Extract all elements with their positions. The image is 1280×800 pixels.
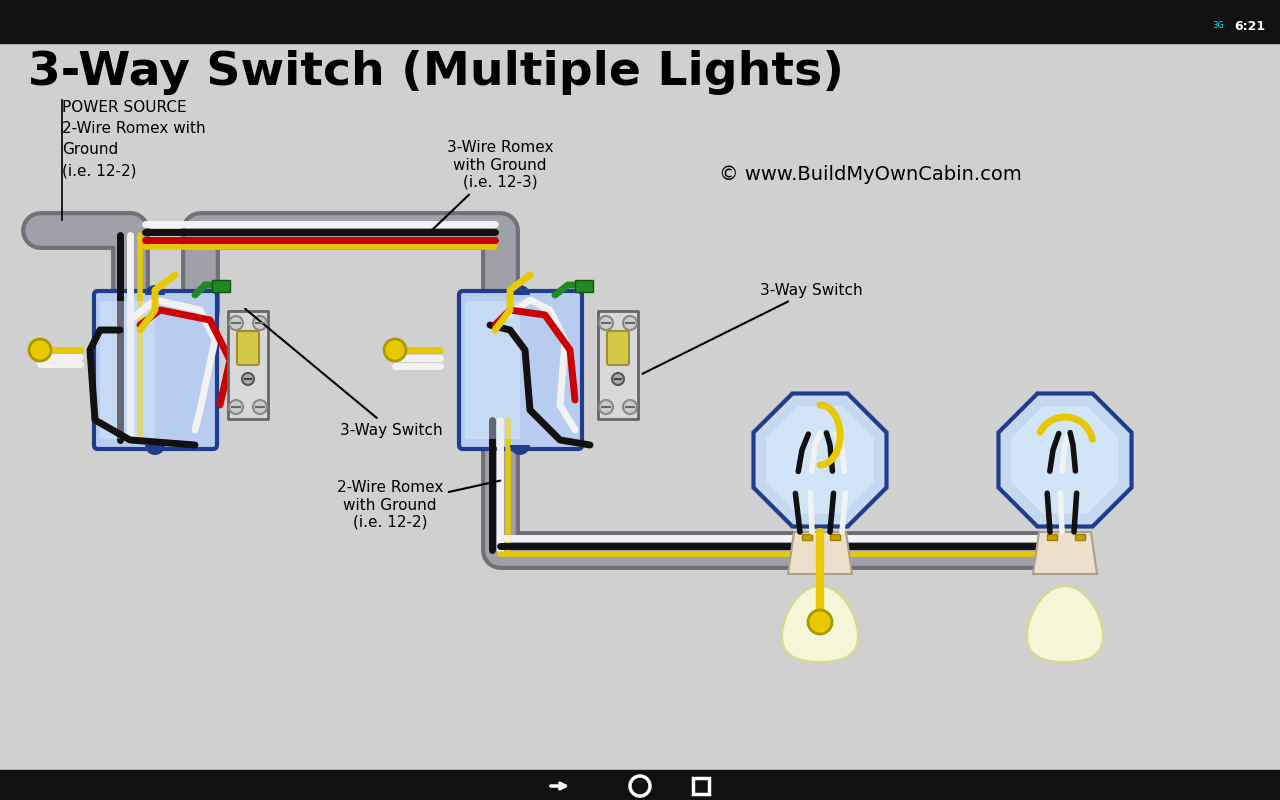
- Text: 3-Way Switch: 3-Way Switch: [643, 282, 863, 374]
- Wedge shape: [509, 445, 530, 455]
- Bar: [0, 0, 1280, 43]
- Bar: [829, 534, 840, 540]
- Circle shape: [599, 316, 613, 330]
- Text: 3G: 3G: [1212, 22, 1224, 30]
- Wedge shape: [145, 285, 165, 295]
- Circle shape: [599, 400, 613, 414]
- Polygon shape: [1011, 406, 1119, 514]
- Circle shape: [623, 316, 637, 330]
- Polygon shape: [1027, 586, 1103, 662]
- FancyBboxPatch shape: [93, 291, 218, 449]
- Polygon shape: [782, 586, 858, 662]
- Text: © www.BuildMyOwnCabin.com: © www.BuildMyOwnCabin.com: [718, 166, 1021, 185]
- Circle shape: [253, 316, 268, 330]
- Bar: [1047, 534, 1057, 540]
- Bar: [692, 778, 709, 794]
- Bar: [212, 280, 230, 292]
- Text: 2-Wire Romex
with Ground
(i.e. 12-2): 2-Wire Romex with Ground (i.e. 12-2): [337, 480, 500, 530]
- FancyBboxPatch shape: [100, 301, 155, 439]
- Text: POWER SOURCE
2-Wire Romex with
Ground
(i.e. 12-2): POWER SOURCE 2-Wire Romex with Ground (i…: [61, 100, 206, 178]
- Text: 3-Wire Romex
with Ground
(i.e. 12-3): 3-Wire Romex with Ground (i.e. 12-3): [433, 140, 553, 230]
- Text: 6:21: 6:21: [1234, 21, 1265, 34]
- Circle shape: [612, 373, 625, 385]
- Wedge shape: [509, 285, 530, 295]
- Circle shape: [253, 400, 268, 414]
- Circle shape: [384, 339, 406, 361]
- Circle shape: [808, 610, 832, 634]
- Circle shape: [242, 373, 253, 385]
- Polygon shape: [788, 532, 852, 574]
- Bar: [1075, 534, 1085, 540]
- Bar: [803, 534, 812, 540]
- Bar: [575, 280, 593, 292]
- Text: 3-Way Switch: 3-Way Switch: [246, 309, 443, 438]
- FancyBboxPatch shape: [460, 291, 582, 449]
- Polygon shape: [754, 394, 887, 526]
- Bar: [0, 770, 1280, 800]
- Polygon shape: [767, 406, 873, 514]
- Bar: [598, 311, 637, 419]
- Wedge shape: [145, 445, 165, 455]
- Circle shape: [229, 400, 243, 414]
- Circle shape: [229, 316, 243, 330]
- Bar: [228, 311, 268, 419]
- Circle shape: [623, 400, 637, 414]
- FancyBboxPatch shape: [237, 331, 259, 365]
- FancyBboxPatch shape: [465, 301, 520, 439]
- Text: 3-Way Switch (Multiple Lights): 3-Way Switch (Multiple Lights): [28, 50, 844, 95]
- Circle shape: [29, 339, 51, 361]
- Polygon shape: [1033, 532, 1097, 574]
- FancyBboxPatch shape: [607, 331, 628, 365]
- Polygon shape: [998, 394, 1132, 526]
